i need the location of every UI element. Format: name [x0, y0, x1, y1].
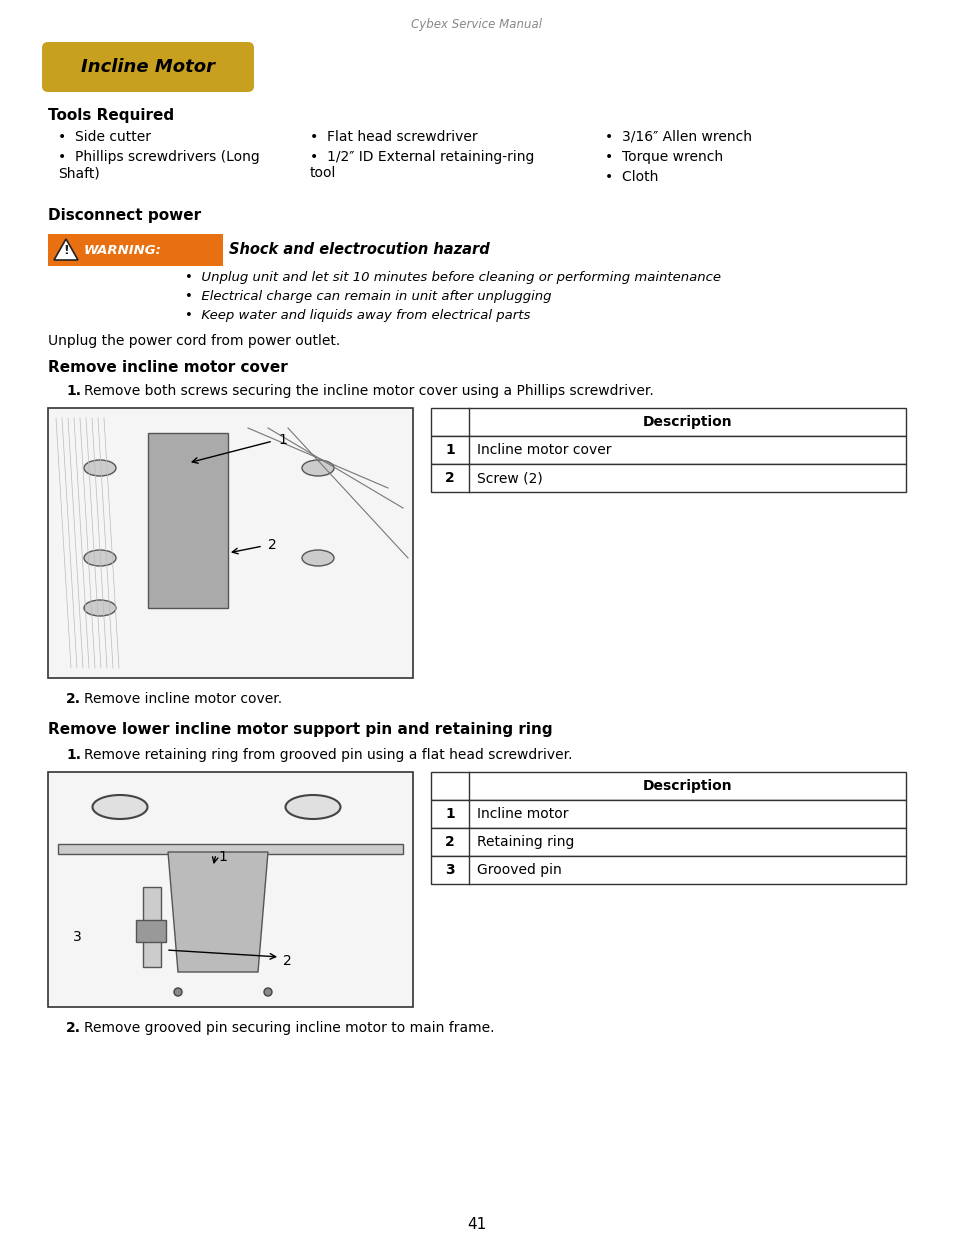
Text: 1.: 1.: [66, 748, 81, 762]
FancyBboxPatch shape: [42, 42, 253, 91]
Text: 2: 2: [268, 538, 276, 552]
Text: •  Keep water and liquids away from electrical parts: • Keep water and liquids away from elect…: [185, 309, 530, 322]
Text: Cybex Service Manual: Cybex Service Manual: [411, 19, 542, 31]
Bar: [136, 920, 166, 942]
Text: 2: 2: [445, 835, 455, 848]
Text: !: !: [63, 245, 69, 258]
Text: Incline motor: Incline motor: [476, 806, 568, 821]
Text: 2: 2: [445, 471, 455, 485]
Polygon shape: [168, 852, 268, 972]
Text: •  1/2″ ID External retaining-ring
tool: • 1/2″ ID External retaining-ring tool: [310, 149, 534, 180]
Bar: [58, 844, 402, 853]
Text: •  Cloth: • Cloth: [604, 170, 658, 184]
Text: 1.: 1.: [66, 384, 81, 398]
Text: 2.: 2.: [66, 1021, 81, 1035]
Ellipse shape: [92, 795, 148, 819]
Bar: [148, 433, 228, 608]
Text: Description: Description: [642, 779, 732, 793]
Text: •  Torque wrench: • Torque wrench: [604, 149, 722, 164]
Bar: [223, 887, 241, 967]
Text: •  3/16″ Allen wrench: • 3/16″ Allen wrench: [604, 130, 751, 144]
Text: •  Phillips screwdrivers (Long
Shaft): • Phillips screwdrivers (Long Shaft): [58, 149, 259, 180]
Bar: [48, 772, 413, 1007]
Text: Remove incline motor cover.: Remove incline motor cover.: [84, 692, 282, 706]
Text: Remove lower incline motor support pin and retaining ring: Remove lower incline motor support pin a…: [48, 722, 552, 737]
Text: Incline Motor: Incline Motor: [81, 58, 214, 77]
Text: •  Unplug unit and let sit 10 minutes before cleaning or performing maintenance: • Unplug unit and let sit 10 minutes bef…: [185, 270, 720, 284]
Text: 1: 1: [277, 433, 287, 447]
Bar: [431, 827, 905, 856]
Bar: [431, 800, 905, 827]
Ellipse shape: [264, 988, 272, 995]
Text: •  Side cutter: • Side cutter: [58, 130, 151, 144]
Text: WARNING:: WARNING:: [84, 243, 162, 257]
Text: Remove incline motor cover: Remove incline motor cover: [48, 359, 288, 375]
Ellipse shape: [285, 795, 340, 819]
Bar: [143, 887, 161, 967]
Bar: [48, 408, 413, 678]
Ellipse shape: [84, 600, 116, 616]
Text: 41: 41: [467, 1216, 486, 1233]
Text: 1: 1: [445, 806, 455, 821]
Bar: [48, 233, 223, 266]
Text: 1: 1: [218, 850, 227, 864]
Bar: [431, 408, 905, 436]
Text: Retaining ring: Retaining ring: [476, 835, 574, 848]
Bar: [431, 436, 905, 464]
Text: 2: 2: [283, 953, 292, 968]
Polygon shape: [54, 240, 78, 261]
Text: Remove both screws securing the incline motor cover using a Phillips screwdriver: Remove both screws securing the incline …: [84, 384, 653, 398]
Text: 1: 1: [445, 443, 455, 457]
Bar: [431, 772, 905, 800]
Text: Remove retaining ring from grooved pin using a flat head screwdriver.: Remove retaining ring from grooved pin u…: [84, 748, 572, 762]
Text: Unplug the power cord from power outlet.: Unplug the power cord from power outlet.: [48, 333, 340, 348]
Ellipse shape: [84, 459, 116, 475]
Text: 2.: 2.: [66, 692, 81, 706]
Text: Description: Description: [642, 415, 732, 429]
Text: Disconnect power: Disconnect power: [48, 207, 201, 224]
Text: •  Electrical charge can remain in unit after unplugging: • Electrical charge can remain in unit a…: [185, 290, 551, 303]
Text: 3: 3: [73, 930, 82, 944]
Text: Remove grooved pin securing incline motor to main frame.: Remove grooved pin securing incline moto…: [84, 1021, 494, 1035]
Text: Grooved pin: Grooved pin: [476, 863, 561, 877]
Text: Tools Required: Tools Required: [48, 107, 174, 124]
Text: Shock and electrocution hazard: Shock and electrocution hazard: [229, 242, 489, 258]
Text: Incline motor cover: Incline motor cover: [476, 443, 611, 457]
Ellipse shape: [302, 459, 334, 475]
Ellipse shape: [84, 550, 116, 566]
Text: •  Flat head screwdriver: • Flat head screwdriver: [310, 130, 477, 144]
Text: 3: 3: [445, 863, 455, 877]
Bar: [431, 464, 905, 492]
Text: Screw (2): Screw (2): [476, 471, 542, 485]
Ellipse shape: [173, 988, 182, 995]
Ellipse shape: [302, 550, 334, 566]
Bar: [431, 856, 905, 884]
